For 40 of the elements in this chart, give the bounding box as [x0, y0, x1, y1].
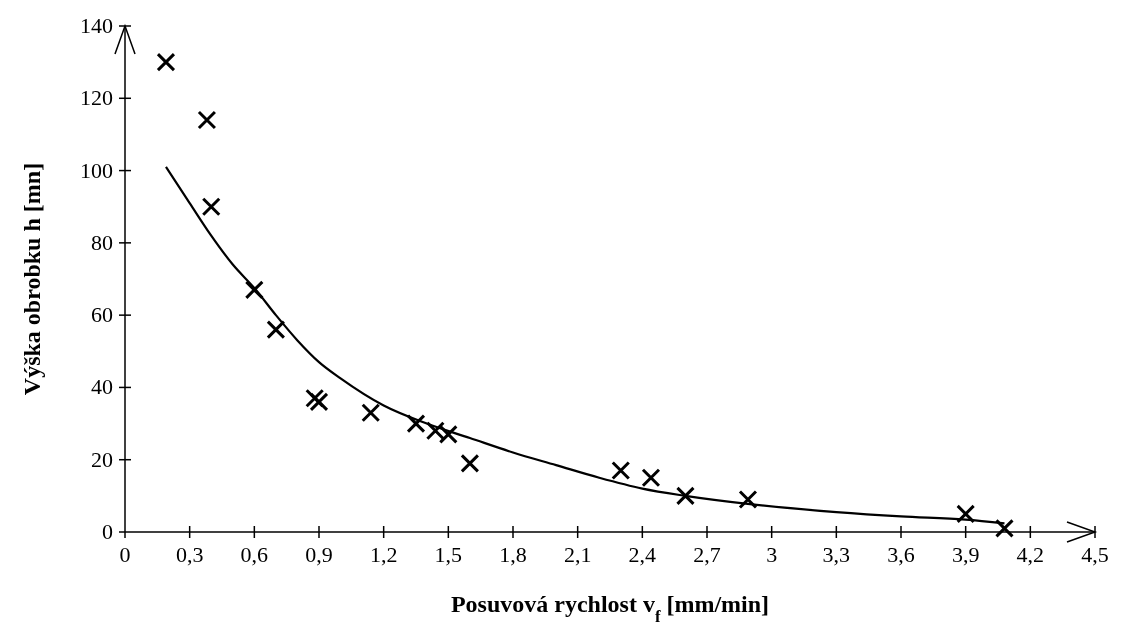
y-tick-label: 20: [91, 446, 113, 472]
point: [738, 489, 758, 509]
point: [244, 280, 264, 300]
point: [197, 110, 217, 130]
y-tick-label: 80: [91, 229, 113, 255]
x-tick-label: 3,3: [822, 542, 851, 567]
x-tick-label: 3: [766, 542, 778, 567]
x-tick-label: 1,2: [369, 542, 398, 567]
point: [201, 197, 221, 217]
point: [156, 52, 176, 72]
x-tick-label: 2,4: [628, 542, 657, 567]
x-tick-label: 0,3: [175, 542, 204, 567]
point: [994, 518, 1014, 538]
x-tick-label: 1,5: [434, 542, 463, 567]
x-tick-label: 0,6: [240, 542, 269, 567]
point: [361, 403, 381, 423]
y-tick-label: 120: [80, 85, 113, 111]
x-tick-label: 4,2: [1016, 542, 1045, 567]
y-tick-label: 100: [80, 157, 113, 183]
x-tick-label: 2,1: [563, 542, 592, 567]
y-axis-title: Výška obrobku h [mn]: [19, 162, 45, 396]
x-axis-title: Posuvová rychlost v$_{f}$ [mm/min]: [450, 591, 770, 626]
x-tick-label: 0: [119, 542, 131, 567]
y-tick-label: 40: [91, 374, 113, 400]
point: [611, 461, 631, 481]
point: [956, 504, 976, 524]
point: [460, 453, 480, 473]
x-tick-label: 4,5: [1081, 542, 1109, 567]
y-tick-label: 60: [91, 302, 113, 328]
x-tick-label: 3,9: [951, 542, 980, 567]
point: [675, 486, 695, 506]
x-tick-label: 2,7: [693, 542, 721, 567]
y-tick-label: 0: [102, 519, 113, 544]
x-tick-label: 3,6: [887, 542, 915, 567]
y-tick-label: 140: [80, 13, 113, 38]
x-tick-label: 1,8: [499, 542, 527, 567]
point: [641, 468, 661, 488]
point: [266, 320, 286, 340]
point: [406, 414, 426, 434]
x-tick-label: 0,9: [305, 542, 333, 567]
